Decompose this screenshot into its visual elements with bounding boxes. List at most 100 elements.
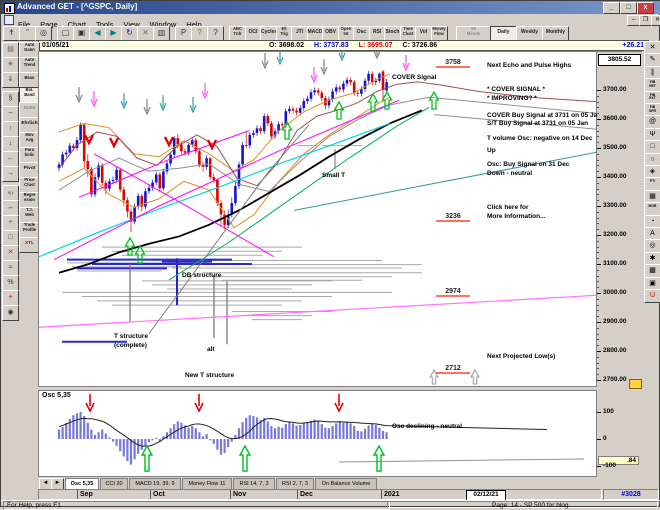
osc-button[interactable]: Osc — [353, 26, 370, 41]
indicator-tab-row: ◄ ► Osc 5,35 CCI 20 MACD 19, 39, 9 Money Flow… — [38, 477, 642, 490]
price-chart-panel[interactable]: DB structure T structure (complete) alt New … — [38, 43, 601, 387]
bias-button[interactable]: Bias — [19, 72, 40, 88]
tab-cci-20[interactable]: CCI 20 — [100, 478, 128, 489]
regression-button[interactable]: Regre ssion — [19, 192, 40, 208]
oscillator-value-box: .84 — [598, 456, 639, 465]
annotation-10[interactable]: More Information... — [487, 213, 546, 220]
maximize-button[interactable]: □ — [620, 2, 637, 14]
tab-macd-19-39-9[interactable]: MACD 19, 39, 9 — [129, 478, 181, 489]
menu-file[interactable]: File — [18, 20, 31, 29]
mov-avg-button[interactable]: Mov Avg — [19, 132, 40, 148]
tab-on-balance-volume[interactable]: On Balance Volume — [315, 478, 377, 489]
close-button[interactable]: x — [637, 2, 654, 14]
jti-button[interactable]: JTI — [291, 26, 308, 41]
tj-web-button[interactable]: T.J. Web — [19, 207, 40, 223]
price-axis[interactable]: 3805.52 .84 3700.00 3600.00 3500.00 3400.00… — [597, 51, 642, 477]
ohlc-c: C: 3726.86 — [402, 42, 438, 49]
macd-button[interactable]: MACD — [306, 26, 324, 41]
mdi-close-button[interactable]: ✕ — [651, 15, 660, 26]
annotation-11: Next Projected Low(s) — [487, 353, 556, 360]
menu-chart[interactable]: Chart — [67, 20, 86, 29]
tf-daily[interactable]: Daily — [490, 26, 517, 41]
osc-axis-label: 0 — [603, 435, 607, 442]
tab-scroll-right-button[interactable]: ► — [51, 478, 64, 490]
menu-view[interactable]: View — [123, 20, 140, 29]
open-interest-button[interactable]: Open Int — [337, 26, 355, 41]
auto-trend-button[interactable]: Auto Trend — [19, 57, 40, 73]
chart-label-t-structure: T structure — [114, 333, 148, 340]
rsi-button[interactable]: RSI — [368, 26, 386, 41]
axis-properties-icon[interactable] — [629, 379, 642, 389]
quote-icon[interactable]: ” — [19, 26, 36, 41]
pages-icon[interactable]: ▣ — [73, 26, 90, 41]
tab-osc-5-35[interactable]: Osc 5,35 — [65, 478, 99, 489]
price-clusters-button[interactable]: Price Clust — [19, 177, 40, 193]
tab-rsi-14-7-3[interactable]: RSI 14, 7, 3 — [233, 478, 275, 489]
annotation-6: Up — [487, 147, 496, 154]
chart-label-cover-signal: COVER Signal — [392, 74, 437, 81]
parabolic-button[interactable]: Para bolic — [19, 147, 40, 163]
axis-tick — [597, 235, 601, 236]
money-flow-button[interactable]: Money Flow — [430, 26, 448, 41]
elliott-trigger-button[interactable]: Ell Trig — [275, 26, 293, 41]
tab-rsi-2-7-3[interactable]: RSI 2, 7, 3 — [276, 478, 314, 489]
bol-band-button[interactable]: Bol. Band — [19, 87, 40, 103]
stoch-button[interactable]: Stoch — [384, 26, 401, 41]
time-clusters-button[interactable]: Time Clust — [399, 26, 417, 41]
oscillator-panel[interactable]: Osc 5,35 Osc declining - neutral — [38, 390, 597, 477]
ehrlich-button[interactable]: Ehrlich — [19, 117, 40, 133]
axis-minor-tick — [597, 327, 599, 329]
delta-button[interactable]: Delta — [19, 102, 40, 118]
chart-canvas[interactable] — [38, 43, 597, 386]
undo-icon[interactable]: U — [644, 289, 660, 303]
drop-reset-icon[interactable]: ⇓ — [2, 72, 19, 88]
oscillator-canvas[interactable] — [39, 391, 596, 476]
chart-icon[interactable]: ▥ — [153, 26, 170, 41]
tf-60-minute[interactable]: 60 Minute — [456, 26, 491, 41]
study-icon[interactable]: § — [2, 91, 19, 107]
bar-number-cell: #3028 — [603, 489, 659, 500]
menu-window[interactable]: Window — [149, 20, 177, 29]
print-icon[interactable]: P — [175, 26, 192, 41]
menu-bar: File Page Chart Tools View Window Help – ❐ ✕ — [1, 14, 660, 29]
zoom-icon[interactable]: ◎ — [35, 26, 52, 41]
annotation-9[interactable]: Click here for — [487, 204, 529, 211]
tab-money-flow-11[interactable]: Money Flow 11 — [182, 478, 232, 489]
snapshot-icon[interactable]: ◉ — [2, 305, 19, 321]
obv-button[interactable]: OBV — [322, 26, 339, 41]
tf-weekly[interactable]: Weekly — [516, 26, 543, 41]
fib-tool-icon[interactable]: % — [2, 275, 19, 291]
refresh-icon[interactable]: ↻ — [121, 26, 138, 41]
left-icon-toolbar: ▤ ✳ ⇓ § ~ ↑ ↓ ← → 9¦1 ↔ ÷ □ ✕ ≈% + ◉ — [1, 41, 19, 477]
chart-label-small-t: Small T — [322, 172, 346, 179]
minimize-button[interactable]: _ — [603, 2, 620, 14]
axis-tick — [597, 177, 601, 178]
xtl-button[interactable]: XTL — [19, 237, 40, 253]
month-label: Oct — [153, 491, 165, 498]
annotation-2: * IMPROVING? * — [487, 95, 537, 102]
tf-monthly[interactable]: Monthly — [542, 26, 569, 41]
cycles-button[interactable]: Cycles — [260, 26, 277, 41]
context-help-icon[interactable]: ? — [207, 26, 224, 41]
page-back-icon[interactable]: ◀ — [89, 26, 106, 41]
scroll-right-icon[interactable]: → — [2, 166, 19, 182]
divide-scale-icon[interactable]: ÷ — [2, 215, 19, 231]
help-icon[interactable]: ? — [191, 26, 208, 41]
menu-help[interactable]: Help — [186, 20, 202, 29]
annotation-8: Down - neutral — [487, 170, 533, 177]
vol-button[interactable]: Vol — [415, 26, 432, 41]
document-icon[interactable] — [4, 15, 14, 25]
oci-button[interactable]: OCI — [244, 26, 262, 41]
delete-icon[interactable]: ✕ — [137, 26, 154, 41]
abc-trader-button[interactable]: ABC Trdr — [229, 26, 246, 41]
pivot-button[interactable]: Pivot — [19, 162, 40, 178]
menu-tools[interactable]: Tools — [95, 20, 114, 29]
page-forward-icon[interactable]: ▶ — [105, 26, 122, 41]
pin-icon[interactable]: Ϯ — [3, 26, 20, 41]
menu-page[interactable]: Page — [40, 20, 58, 29]
axis-minor-tick — [597, 287, 599, 289]
trade-profile-button[interactable]: Trade Profile — [19, 222, 40, 238]
new-page-icon[interactable]: ▢ — [57, 26, 74, 41]
auto-gann-button[interactable]: Auto Gann — [19, 42, 40, 58]
date-axis[interactable]: 02/12/21 Sep Oct Nov Dec 2021 — [38, 489, 602, 501]
